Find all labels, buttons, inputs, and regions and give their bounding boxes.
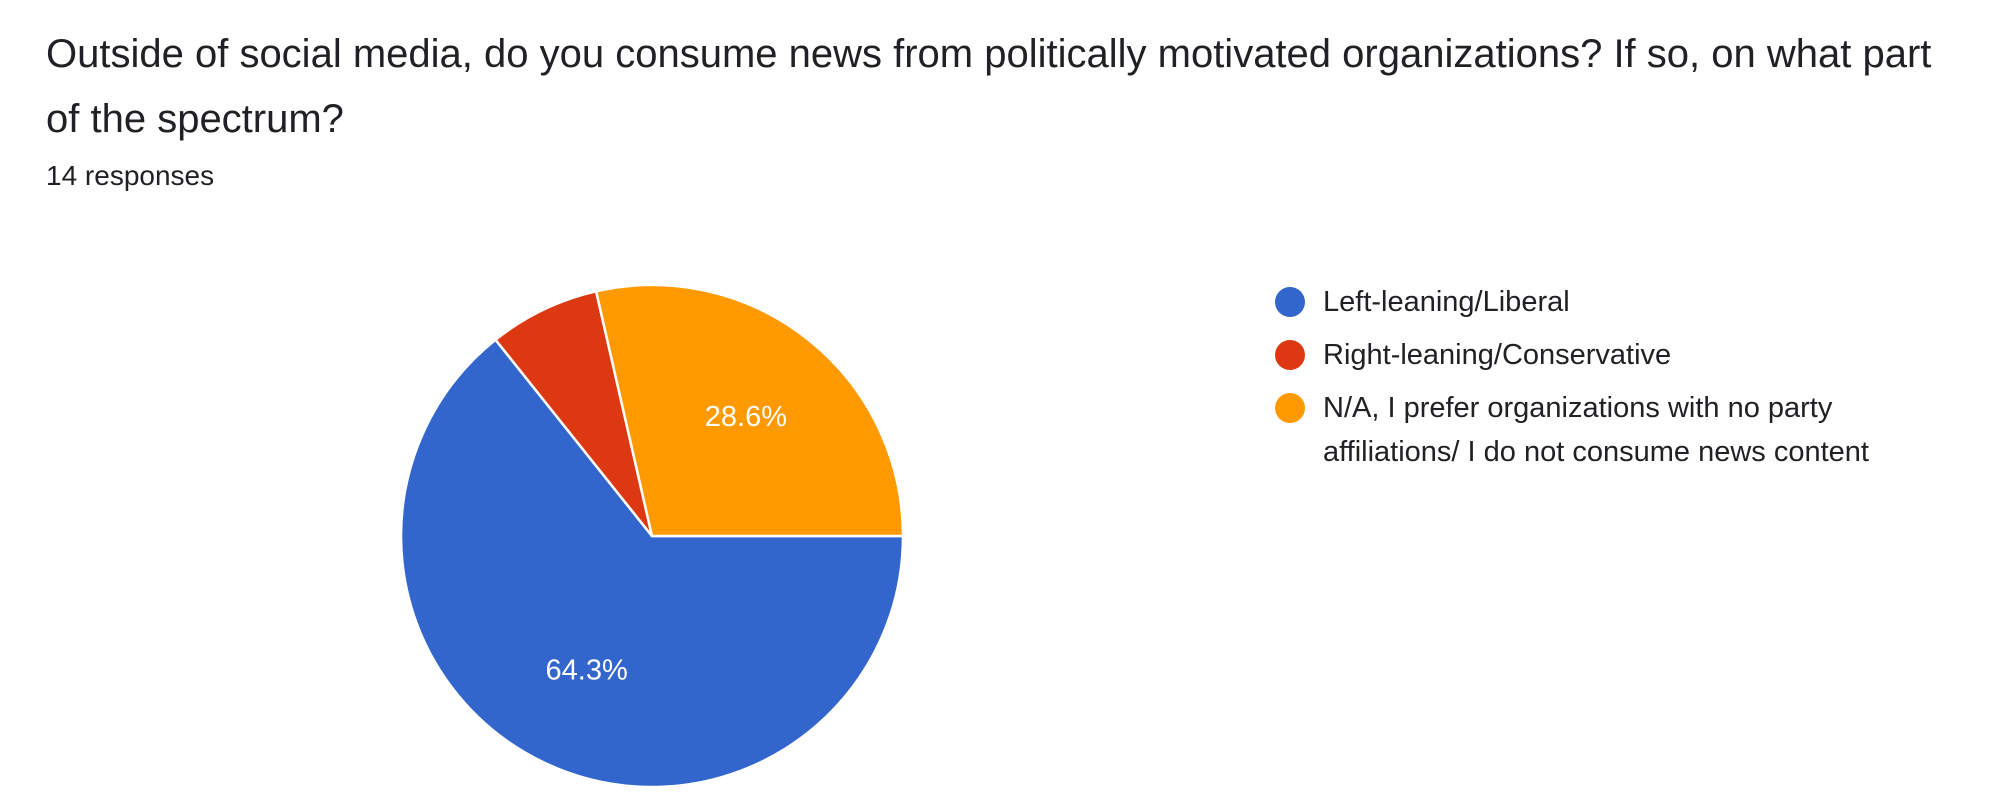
- chart-legend: Left-leaning/Liberal Right-leaning/Conse…: [1275, 280, 1975, 483]
- pie-slice-right-leaning[interactable]: [493, 289, 654, 537]
- legend-swatch-no-affiliation: [1275, 393, 1305, 423]
- pie-label-left-leaning: 64.3%: [546, 654, 628, 686]
- legend-label-left-leaning: Left-leaning/Liberal: [1323, 286, 1570, 318]
- legend-label-right-leaning: Right-leaning/Conservative: [1323, 339, 1672, 371]
- legend-swatch-right-leaning: [1275, 340, 1305, 370]
- pie-labels: 64.3% 28.6%: [546, 401, 787, 686]
- response-count: 14 responses: [46, 160, 215, 191]
- legend-item-no-affiliation[interactable]: N/A, I prefer organizations with no part…: [1275, 386, 1975, 474]
- pie-slices: [399, 283, 905, 789]
- legend-swatch-left-leaning: [1275, 287, 1305, 317]
- pie-slice-no-affiliation[interactable]: [594, 283, 905, 538]
- legend-item-left-leaning[interactable]: Left-leaning/Liberal: [1275, 280, 1975, 324]
- legend-item-right-leaning[interactable]: Right-leaning/Conservative: [1275, 333, 1975, 377]
- question-title: Outside of social media, do you consume …: [46, 32, 1932, 141]
- legend-label-no-affiliation: N/A, I prefer organizations with no part…: [1323, 392, 1869, 468]
- pie-label-no-affiliation: 28.6%: [705, 401, 787, 433]
- pie-slice-left-leaning[interactable]: [399, 338, 905, 789]
